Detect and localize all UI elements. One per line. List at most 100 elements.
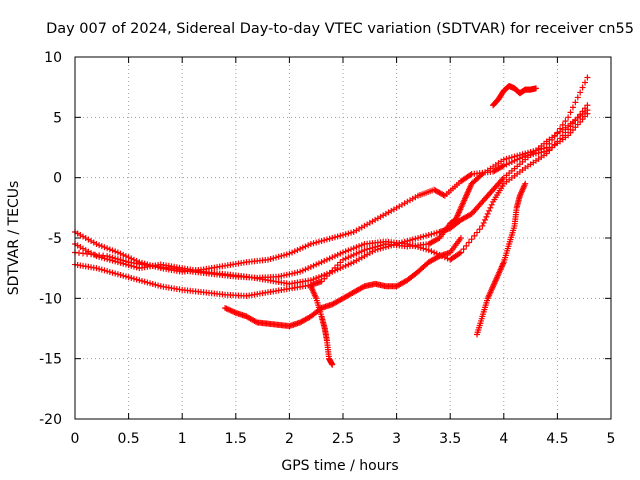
data-point [342,248,349,255]
data-point [390,241,397,248]
data-points [72,74,591,368]
data-point [522,150,529,157]
data-point [480,219,487,226]
data-point [331,267,338,274]
data-point [342,255,349,262]
data-point [345,230,352,237]
data-point [226,306,233,313]
data-point [562,118,569,125]
data-point [104,268,111,275]
data-point [377,245,384,252]
data-point [435,253,442,260]
data-point [543,144,550,151]
series-arc2 [72,102,591,281]
data-point [297,245,304,252]
data-point [360,284,367,291]
data-point [364,246,371,253]
data-point [315,274,322,281]
data-point [486,207,493,214]
data-point [321,237,328,244]
grid-lines [75,57,611,419]
data-point [471,232,478,239]
data-point [326,255,333,262]
y-tick-label: 0 [53,171,62,187]
data-point [139,277,145,284]
data-point [299,244,306,251]
y-tick-label: -15 [39,352,62,368]
data-point [264,256,271,263]
data-point [393,241,400,248]
data-point [350,251,357,258]
data-point [577,89,584,96]
data-point [302,243,309,250]
data-point [511,153,518,160]
x-axis-label: GPS time / hours [281,458,398,474]
x-tick-label: 1.5 [225,431,247,447]
data-point [104,245,111,252]
data-point [289,270,296,277]
data-point [546,147,553,154]
data-point [289,249,296,256]
data-point [345,261,352,268]
y-tick-labels: -20 -15 -10 -5 0 5 10 [39,50,62,428]
data-point [334,251,341,258]
series-arc5 [222,235,464,330]
data-point [315,238,322,245]
data-point [122,273,129,280]
data-point [479,222,486,229]
data-point [96,253,103,260]
data-point [340,263,346,270]
data-point [307,263,314,270]
data-point [331,253,338,260]
data-point [326,235,333,242]
data-point [474,229,480,236]
data-point [323,270,330,277]
data-point [98,266,105,273]
data-point [385,243,392,250]
data-point [398,239,405,246]
data-point [222,304,229,311]
data-point [278,273,285,280]
data-point [133,276,140,283]
data-point [484,210,491,217]
data-point [101,255,108,262]
data-point [374,246,381,253]
data-point [318,278,325,285]
data-point [350,245,357,252]
data-point [337,232,344,239]
data-point [356,243,363,250]
data-point [340,231,346,238]
data-point [294,269,301,276]
data-point [549,144,556,151]
data-point [291,269,298,276]
data-point [476,226,483,233]
data-point [569,104,576,111]
data-point [361,247,368,254]
data-point [532,85,539,92]
series-arc6 [307,283,336,368]
axis-ticks [74,56,612,420]
data-point [96,265,103,272]
data-point [281,252,288,259]
data-point [93,265,100,272]
data-point [117,259,124,266]
data-point [315,260,322,267]
data-point [358,248,365,255]
data-point [372,247,379,254]
x-tick-label: 0 [71,431,80,447]
data-point [500,156,507,163]
data-point [423,232,430,239]
data-point [307,241,314,248]
data-point [551,141,558,148]
data-point [112,248,119,255]
data-point [428,248,435,255]
data-point [342,262,349,269]
data-point [433,229,440,236]
data-point [557,135,564,142]
data-point [305,242,312,249]
data-point [463,242,470,249]
data-point [522,180,529,187]
data-point [106,268,113,275]
y-tick-label: 10 [44,50,62,66]
data-point [283,251,290,258]
